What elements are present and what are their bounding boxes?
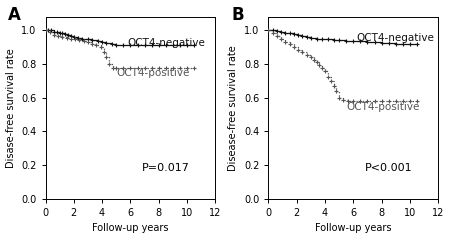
Text: OCT4-negative: OCT4-negative — [356, 33, 434, 43]
Text: OCT4-positive: OCT4-positive — [346, 102, 420, 112]
Y-axis label: Disease-free survival rate: Disease-free survival rate — [229, 45, 238, 171]
Text: P=0.017: P=0.017 — [142, 163, 190, 174]
X-axis label: Follow-up years: Follow-up years — [315, 223, 392, 234]
Y-axis label: Disase-free survival rate: Disase-free survival rate — [5, 48, 16, 168]
Text: OCT4-positive: OCT4-positive — [116, 68, 189, 78]
Text: OCT4-negative: OCT4-negative — [128, 38, 206, 48]
Text: B: B — [231, 6, 244, 24]
Text: P<0.001: P<0.001 — [365, 163, 413, 174]
Text: A: A — [8, 6, 21, 24]
X-axis label: Follow-up years: Follow-up years — [92, 223, 169, 234]
